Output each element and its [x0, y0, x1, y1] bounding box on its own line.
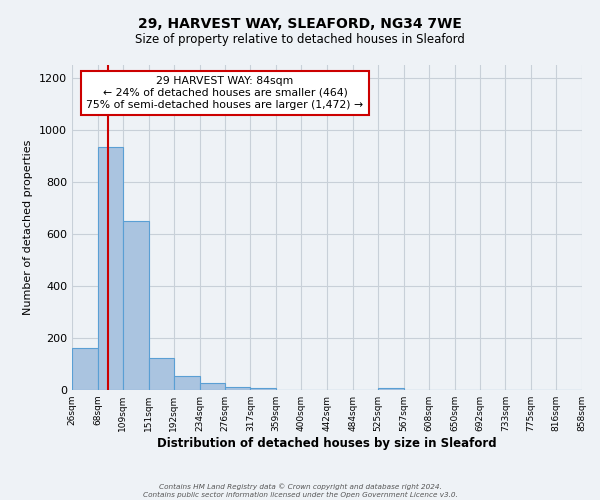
- Bar: [250, 388, 276, 390]
- Bar: [225, 388, 250, 390]
- Bar: [378, 388, 404, 390]
- Text: 29, HARVEST WAY, SLEAFORD, NG34 7WE: 29, HARVEST WAY, SLEAFORD, NG34 7WE: [138, 18, 462, 32]
- Text: Size of property relative to detached houses in Sleaford: Size of property relative to detached ho…: [135, 32, 465, 46]
- Bar: [98, 147, 123, 390]
- Text: Contains HM Land Registry data © Crown copyright and database right 2024.
Contai: Contains HM Land Registry data © Crown c…: [143, 484, 457, 498]
- Bar: [123, 221, 149, 390]
- Bar: [174, 376, 200, 390]
- Bar: [149, 358, 174, 390]
- Bar: [72, 348, 98, 390]
- Bar: [199, 383, 225, 390]
- Y-axis label: Number of detached properties: Number of detached properties: [23, 140, 34, 315]
- Text: 29 HARVEST WAY: 84sqm
← 24% of detached houses are smaller (464)
75% of semi-det: 29 HARVEST WAY: 84sqm ← 24% of detached …: [86, 76, 364, 110]
- X-axis label: Distribution of detached houses by size in Sleaford: Distribution of detached houses by size …: [157, 437, 497, 450]
